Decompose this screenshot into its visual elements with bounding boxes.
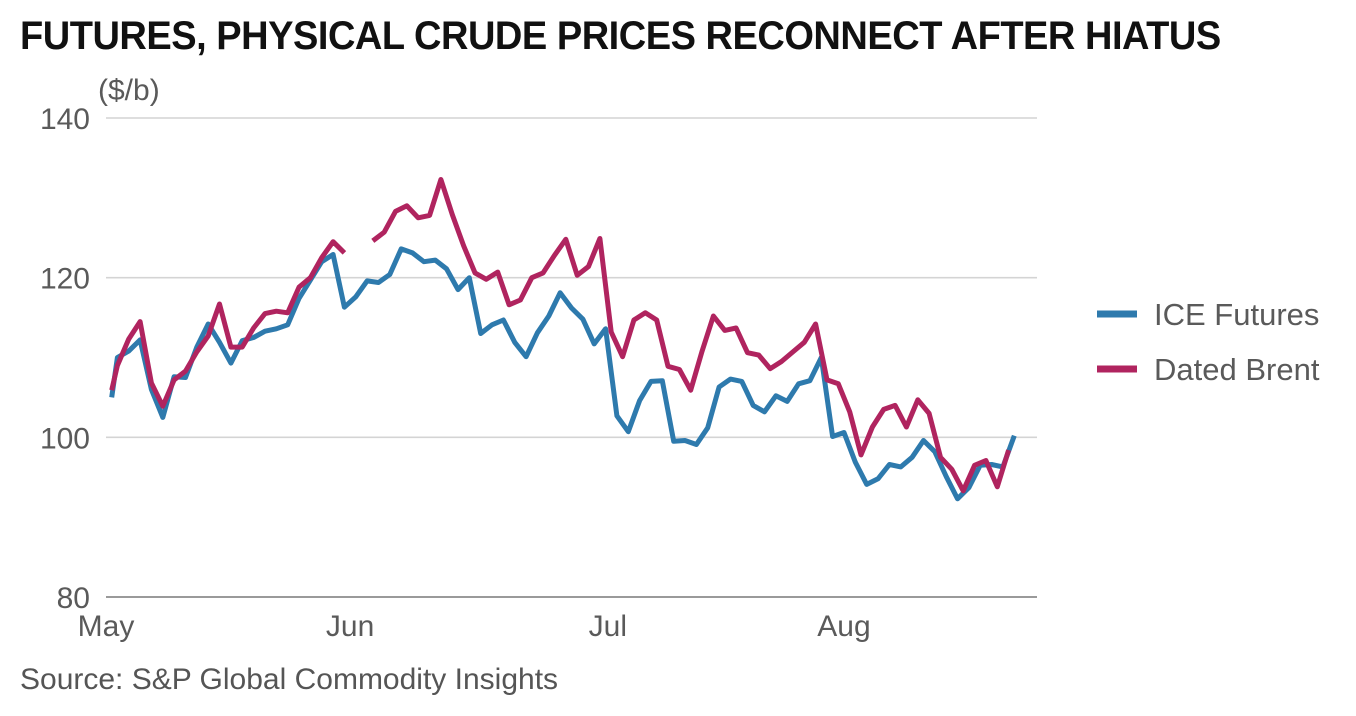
chart-title: FUTURES, PHYSICAL CRUDE PRICES RECONNECT… [20,14,1221,58]
x-tick-label-aug: Aug [817,610,870,643]
legend-label-ice-futures: ICE Futures [1154,297,1319,332]
y-tick-label: 120 [40,263,90,296]
legend-label-dated-brent: Dated Brent [1154,352,1320,387]
x-tick-label-may: May [78,610,135,643]
y-tick-label: 140 [40,103,90,136]
gridlines [106,117,1037,598]
y-tick-label: 100 [40,422,90,455]
source-note: Source: S&P Global Commodity Insights [20,663,559,696]
series-line-ice-futures [109,246,1017,502]
y-axis-ticks: 80 100 120 140 [40,103,90,615]
x-tick-label-jun: Jun [326,610,374,643]
y-tick-label: 80 [57,582,90,615]
x-tick-label-jul: Jul [589,610,627,643]
legend: ICE Futures Dated Brent [1097,297,1320,387]
series-line-dated-brent [109,177,1011,494]
x-axis-ticks: May Jun Jul Aug [78,610,871,643]
series-lines [109,177,1017,502]
y-axis-unit-label: ($/b) [98,74,160,107]
